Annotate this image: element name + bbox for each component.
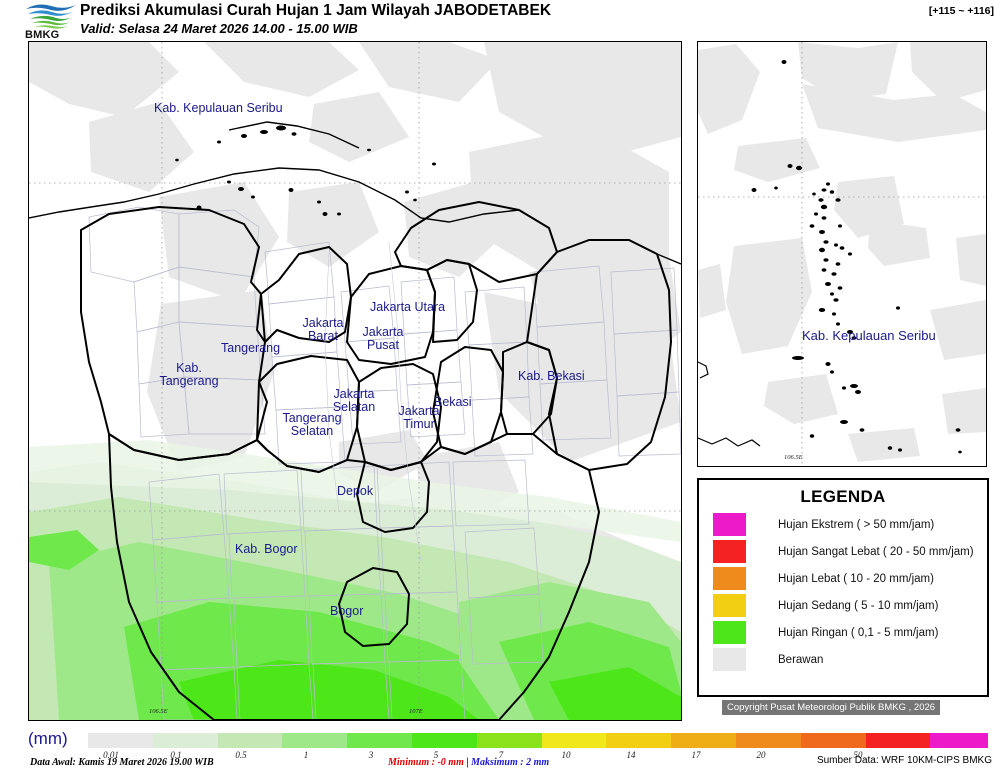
legend-panel: LEGENDA Hujan Ekstrem ( > 50 mm/jam) Huj… xyxy=(697,478,989,697)
legend-swatch-sedang xyxy=(713,594,746,617)
inset-cloud-area xyxy=(698,42,986,462)
map-label-tangerang: Tangerang xyxy=(221,341,281,355)
colorbar-tick-10: 20 xyxy=(756,750,766,760)
coastline xyxy=(29,121,681,265)
minimum-value: -0 mm xyxy=(437,757,464,768)
map-label-jakarta-barat: Jakarta Barat xyxy=(302,316,344,343)
graticule xyxy=(29,42,681,720)
map-label-jakarta-timur: Jakarta Timur xyxy=(398,404,440,431)
map-label-depok: Depok xyxy=(337,484,374,498)
colorbar-tick-8: 14 xyxy=(626,750,636,760)
map-label-kab-bekasi: Kab. Bekasi xyxy=(518,369,585,383)
legend-label-berawan: Berawan xyxy=(778,653,824,666)
inset-islands xyxy=(751,60,962,454)
maksimum-label: Maksimum : xyxy=(471,757,524,768)
colorbar-seg-3 xyxy=(282,733,348,748)
colorbar-seg-11 xyxy=(800,733,866,748)
legend-label-lebat: Hujan Lebat ( 10 - 20 mm/jam) xyxy=(778,572,934,585)
minmax-label: Minimum : -0 mm | Maksimum : 2 mm xyxy=(388,757,549,768)
legend-swatch-berawan xyxy=(713,648,746,671)
inset-map-label: Kab. Kepulauan Seribu xyxy=(802,328,936,343)
legend-row[interactable]: Hujan Ringan ( 0,1 - 5 mm/jam) xyxy=(699,619,987,646)
copyright-badge: Copyright Pusat Meteorologi Publik BMKG … xyxy=(722,700,941,715)
map-label-tangerang-selatan: Tangerang Selatan xyxy=(282,411,342,438)
bmkg-logo-icon xyxy=(26,4,76,29)
legend-swatch-ringan xyxy=(713,621,746,644)
data-source-label: Sumber Data: WRF 10KM-CIPS BMKG xyxy=(816,755,992,766)
legend-label-ringan: Hujan Ringan ( 0,1 - 5 mm/jam) xyxy=(778,626,939,639)
legend-row[interactable]: Hujan Ekstrem ( > 50 mm/jam) xyxy=(699,511,987,538)
page-header: BMKG Prediksi Akumulasi Curah Hujan 1 Ja… xyxy=(0,0,1000,42)
bmkg-logo-text: BMKG xyxy=(25,29,60,41)
colorbar-tick-6: 7 xyxy=(498,750,504,760)
colorbar-tick-1: 0.1 xyxy=(170,750,182,760)
legend-swatch-ekstrem xyxy=(713,513,746,536)
colorbar-seg-9 xyxy=(671,733,736,748)
colorbar-ticks: 0.01 0.1 0.5 1 3 5 7 10 14 17 20 50 xyxy=(0,750,1000,762)
inset-xtick-1065e: 106.5E xyxy=(784,454,803,461)
map-label-jakarta-utara: Jakarta Utara xyxy=(370,300,446,314)
colorbar-seg-4 xyxy=(347,733,412,748)
colorbar-seg-2 xyxy=(217,733,283,748)
minimum-label: Minimum : xyxy=(388,757,435,768)
colorbar-seg-13 xyxy=(930,733,988,748)
legend-label-sedang: Hujan Sedang ( 5 - 10 mm/jam) xyxy=(778,599,939,612)
map-xtick-1065e: 106.5E xyxy=(149,708,168,715)
map-label-kepulauan-seribu: Kab. Kepulauan Seribu xyxy=(154,101,283,115)
map-label-jakarta-selatan: Jakarta Selatan xyxy=(332,387,376,414)
map-label-bogor: Bogor xyxy=(330,604,364,618)
colorbar-seg-1 xyxy=(152,733,218,748)
unit-label: (mm) xyxy=(28,729,68,748)
main-map[interactable]: 6S 6.5S 106.5E 107E Kab. Kepulauan Serib… xyxy=(28,41,682,721)
inset-map-kepulauan-seribu[interactable]: Kab. Kepulauan Seribu 5.5S 106.5E xyxy=(697,41,987,467)
colorbar-tick-4: 3 xyxy=(368,750,374,760)
inset-coastline xyxy=(698,361,761,447)
legend-row[interactable]: Berawan xyxy=(699,646,987,673)
page-subtitle: Valid: Selasa 24 Maret 2026 14.00 - 15.0… xyxy=(80,21,358,36)
map-label-bekasi: Bekasi xyxy=(434,395,472,409)
legend-row[interactable]: Hujan Sedang ( 5 - 10 mm/jam) xyxy=(699,592,987,619)
main-map-canvas xyxy=(29,42,681,720)
map-label-kab-bogor: Kab. Bogor xyxy=(235,542,298,556)
colorbar-seg-7 xyxy=(541,733,607,748)
colorbar-seg-8 xyxy=(606,733,672,748)
map-xtick-107e: 107E xyxy=(409,708,423,715)
subdistrict-boundaries xyxy=(88,206,681,720)
legend-swatch-sangat-lebat xyxy=(713,540,746,563)
colorbar-tick-2: 0.5 xyxy=(235,750,247,760)
minmax-separator: | xyxy=(466,757,469,768)
colorbar-tick-9: 17 xyxy=(691,750,701,760)
legend-title: LEGENDA xyxy=(800,487,886,506)
inset-map-canvas: Kab. Kepulauan Seribu xyxy=(698,42,986,466)
colorbar-seg-12 xyxy=(865,733,931,748)
colorbar-tick-3: 1 xyxy=(303,750,309,760)
colorbar-tick-11: 50 xyxy=(853,750,863,760)
colorbar-tick-7: 10 xyxy=(561,750,571,760)
islands xyxy=(175,125,436,216)
colorbar-seg-10 xyxy=(735,733,801,748)
data-awal-label: Data Awal: Kamis 19 Maret 2026 19.00 WIB xyxy=(30,757,214,768)
maksimum-value: 2 mm xyxy=(526,757,550,768)
legend-row[interactable]: Hujan Lebat ( 10 - 20 mm/jam) xyxy=(699,565,987,592)
colorbar-seg-5 xyxy=(411,733,477,748)
map-label-jakarta-pusat: Jakarta Pusat xyxy=(362,325,404,352)
page-title: Prediksi Akumulasi Curah Hujan 1 Jam Wil… xyxy=(80,2,552,19)
colorbar-tick-5: 5 xyxy=(433,750,439,760)
bmkg-logo: BMKG xyxy=(22,2,80,42)
rainfall-area xyxy=(29,440,681,720)
map-label-kab-tangerang: Kab. Tangerang xyxy=(159,361,219,388)
rivers xyxy=(324,241,422,563)
inset-graticule xyxy=(698,42,986,466)
legend-label-sangat-lebat: Hujan Sangat Lebat ( 20 - 50 mm/jam) xyxy=(778,545,974,558)
colorbar-tick-0: 0.01 xyxy=(103,750,119,760)
forecast-range-label: [+115 ~ +116] xyxy=(928,5,994,17)
legend-swatch-lebat xyxy=(713,567,746,590)
colorbar xyxy=(88,733,988,748)
colorbar-seg-6 xyxy=(476,733,542,748)
legend-label-ekstrem: Hujan Ekstrem ( > 50 mm/jam) xyxy=(778,518,935,531)
colorbar-seg-0 xyxy=(88,733,153,748)
legend-row[interactable]: Hujan Sangat Lebat ( 20 - 50 mm/jam) xyxy=(699,538,987,565)
